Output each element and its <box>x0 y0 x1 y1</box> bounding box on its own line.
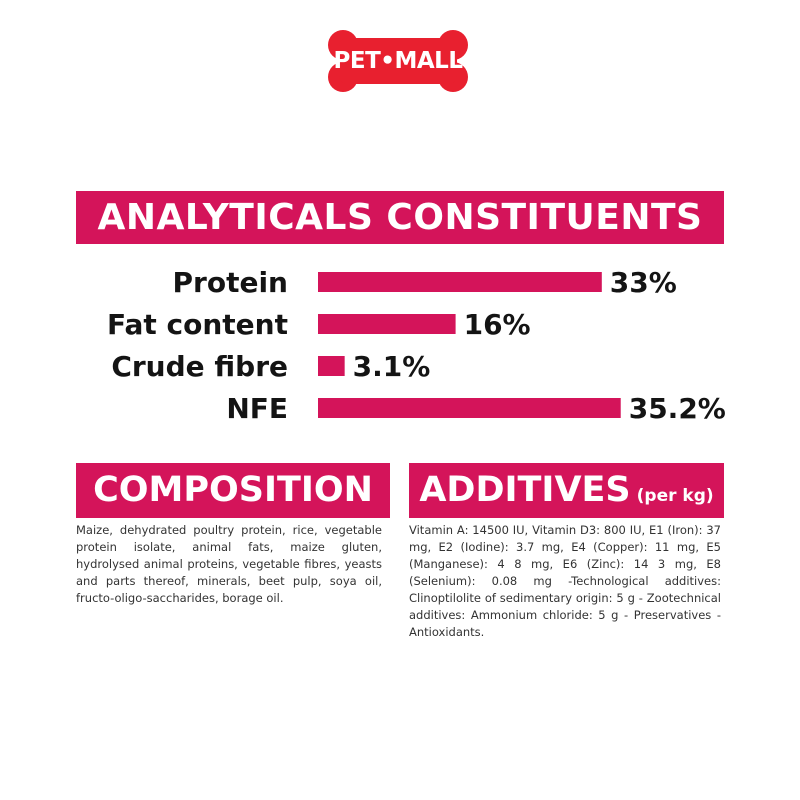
bar <box>318 398 621 418</box>
bar-value-label: 35.2% <box>629 392 726 425</box>
bone-icon <box>328 30 468 92</box>
logo-text: PET•MALL <box>333 48 463 74</box>
bar <box>318 314 456 334</box>
bar-label: Fat content <box>107 308 288 341</box>
bar-value-label: 33% <box>610 266 677 299</box>
bar-value-label: 3.1% <box>353 350 431 383</box>
analytics-bar-chart: Protein 33% Fat content 16% Crude fibre 3.1% N… <box>107 266 726 425</box>
bar <box>318 272 602 292</box>
additives-title-suffix: (per kg) <box>636 486 714 506</box>
additives-title: ADDITIVES <box>419 470 631 510</box>
bar-label: NFE <box>226 392 288 425</box>
additives-title-banner: ADDITIVES (per kg) <box>409 463 724 518</box>
composition-title-banner: COMPOSITION <box>76 463 390 518</box>
additives-text: Vitamin A: 14500 IU, Vitamin D3: 800 IU,… <box>409 523 721 639</box>
bar-value-label: 16% <box>464 308 531 341</box>
analytics-title-banner: ANALYTICALS CONSTITUENTS <box>76 191 724 244</box>
pet-mall-logo: PET•MALL <box>327 28 469 94</box>
composition-text: Maize, dehydrated poultry protein, rice,… <box>76 523 382 605</box>
composition-title: COMPOSITION <box>93 470 373 510</box>
bar <box>318 356 345 376</box>
bar-label: Protein <box>173 266 288 299</box>
bar-label: Crude fibre <box>111 350 288 383</box>
